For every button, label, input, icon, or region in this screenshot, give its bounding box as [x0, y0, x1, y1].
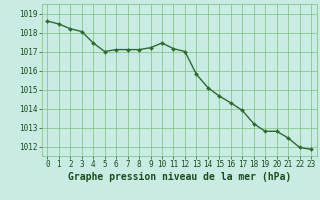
X-axis label: Graphe pression niveau de la mer (hPa): Graphe pression niveau de la mer (hPa) [68, 172, 291, 182]
